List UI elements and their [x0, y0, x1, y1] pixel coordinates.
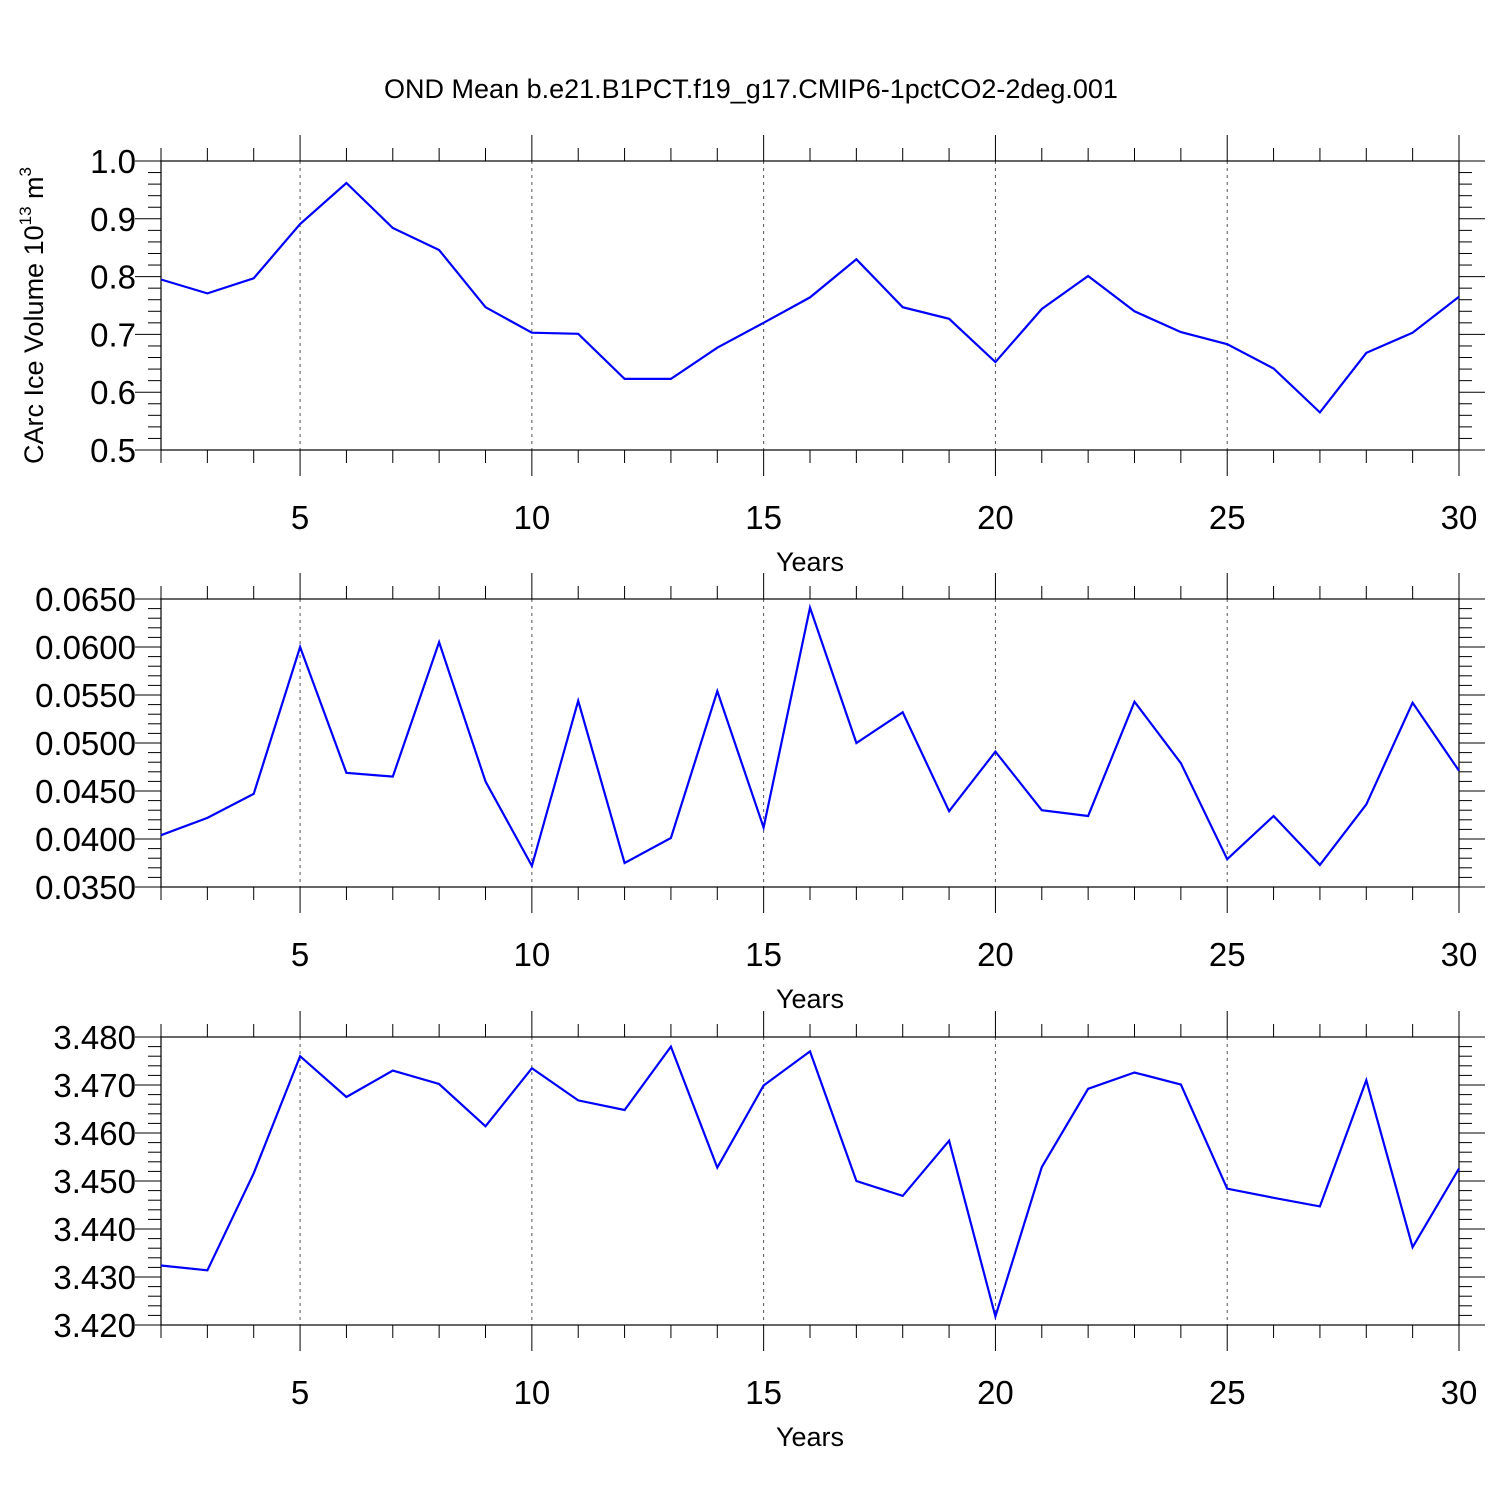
x-tick-label: 15: [745, 1374, 782, 1411]
y-tick-label: 0.7: [90, 316, 136, 353]
x-axis-label: Years: [776, 547, 844, 577]
x-tick-label: 15: [745, 936, 782, 973]
series-line: [160, 603, 1460, 869]
y-tick-label: 0.0400: [35, 821, 136, 858]
x-tick-label: 30: [1441, 499, 1478, 536]
y-axis-label: CArc Ice Volume 1013 m3: [16, 167, 49, 464]
chart-panel-1: 0.5 0.6 0.7 0.8 0.9 1.0 5 10 15 20 25 30 Years CArc I…: [16, 135, 1485, 577]
series-line: [160, 181, 1460, 415]
y-axis-label-text: m: [19, 176, 49, 206]
x-tick-label: 25: [1209, 936, 1246, 973]
y-tick-label: 0.0550: [35, 677, 136, 714]
y-tick-label: 3.440: [53, 1211, 136, 1248]
x-axis-label: Years: [776, 1422, 844, 1452]
x-tick-label: 5: [291, 936, 309, 973]
y-tick-label: 1.0: [90, 143, 136, 180]
y-tick-label: 3.480: [53, 1019, 136, 1056]
y-tick-label: 0.0500: [35, 725, 136, 762]
x-tick-label: 5: [291, 499, 309, 536]
plot-frame: [160, 598, 1460, 888]
x-tick-label: 30: [1441, 936, 1478, 973]
y-tick-label: 0.0350: [35, 869, 136, 906]
x-tick-label: 10: [513, 1374, 550, 1411]
x-tick-label: 10: [513, 936, 550, 973]
x-tick-label: 20: [977, 499, 1014, 536]
y-tick-label: 3.470: [53, 1067, 136, 1104]
y-tick-label: 0.5: [90, 432, 136, 469]
y-tick-label: 0.0650: [35, 581, 136, 618]
y-tick-label: 3.460: [53, 1115, 136, 1152]
y-axis-label-superscript: 13: [16, 206, 35, 225]
y-tick-label: 3.430: [53, 1259, 136, 1296]
x-tick-label: 20: [977, 936, 1014, 973]
plot-frame: [160, 1036, 1460, 1326]
x-tick-label: 20: [977, 1374, 1014, 1411]
y-tick-label: 0.0600: [35, 629, 136, 666]
x-tick-label: 15: [745, 499, 782, 536]
series-line: [160, 1044, 1460, 1321]
chart-panel-3: 3.420 3.430 3.440 3.450 3.460 3.470 3.480 5 10 15…: [53, 1011, 1485, 1452]
plot-frame: [160, 160, 1460, 451]
x-tick-label: 30: [1441, 1374, 1478, 1411]
x-tick-label: 25: [1209, 499, 1246, 536]
y-tick-label: 0.6: [90, 374, 136, 411]
y-axis-label-superscript: 3: [16, 167, 35, 176]
chart-panel-2: 0.0350 0.0400 0.0450 0.0500 0.0550 0.0600 0.06…: [35, 573, 1485, 1014]
y-axis-label-text: CArc Ice Volume 10: [19, 225, 49, 464]
x-axis-label: Years: [776, 984, 844, 1014]
y-tick-label: 3.450: [53, 1163, 136, 1200]
x-tick-label: 10: [513, 499, 550, 536]
chart-title: OND Mean b.e21.B1PCT.f19_g17.CMIP6-1pctC…: [384, 74, 1118, 104]
y-tick-label: 0.0450: [35, 773, 136, 810]
y-tick-label: 0.8: [90, 259, 136, 296]
x-tick-label: 5: [291, 1374, 309, 1411]
x-tick-label: 25: [1209, 1374, 1246, 1411]
y-tick-label: 0.9: [90, 201, 136, 238]
y-tick-label: 3.420: [53, 1307, 136, 1344]
